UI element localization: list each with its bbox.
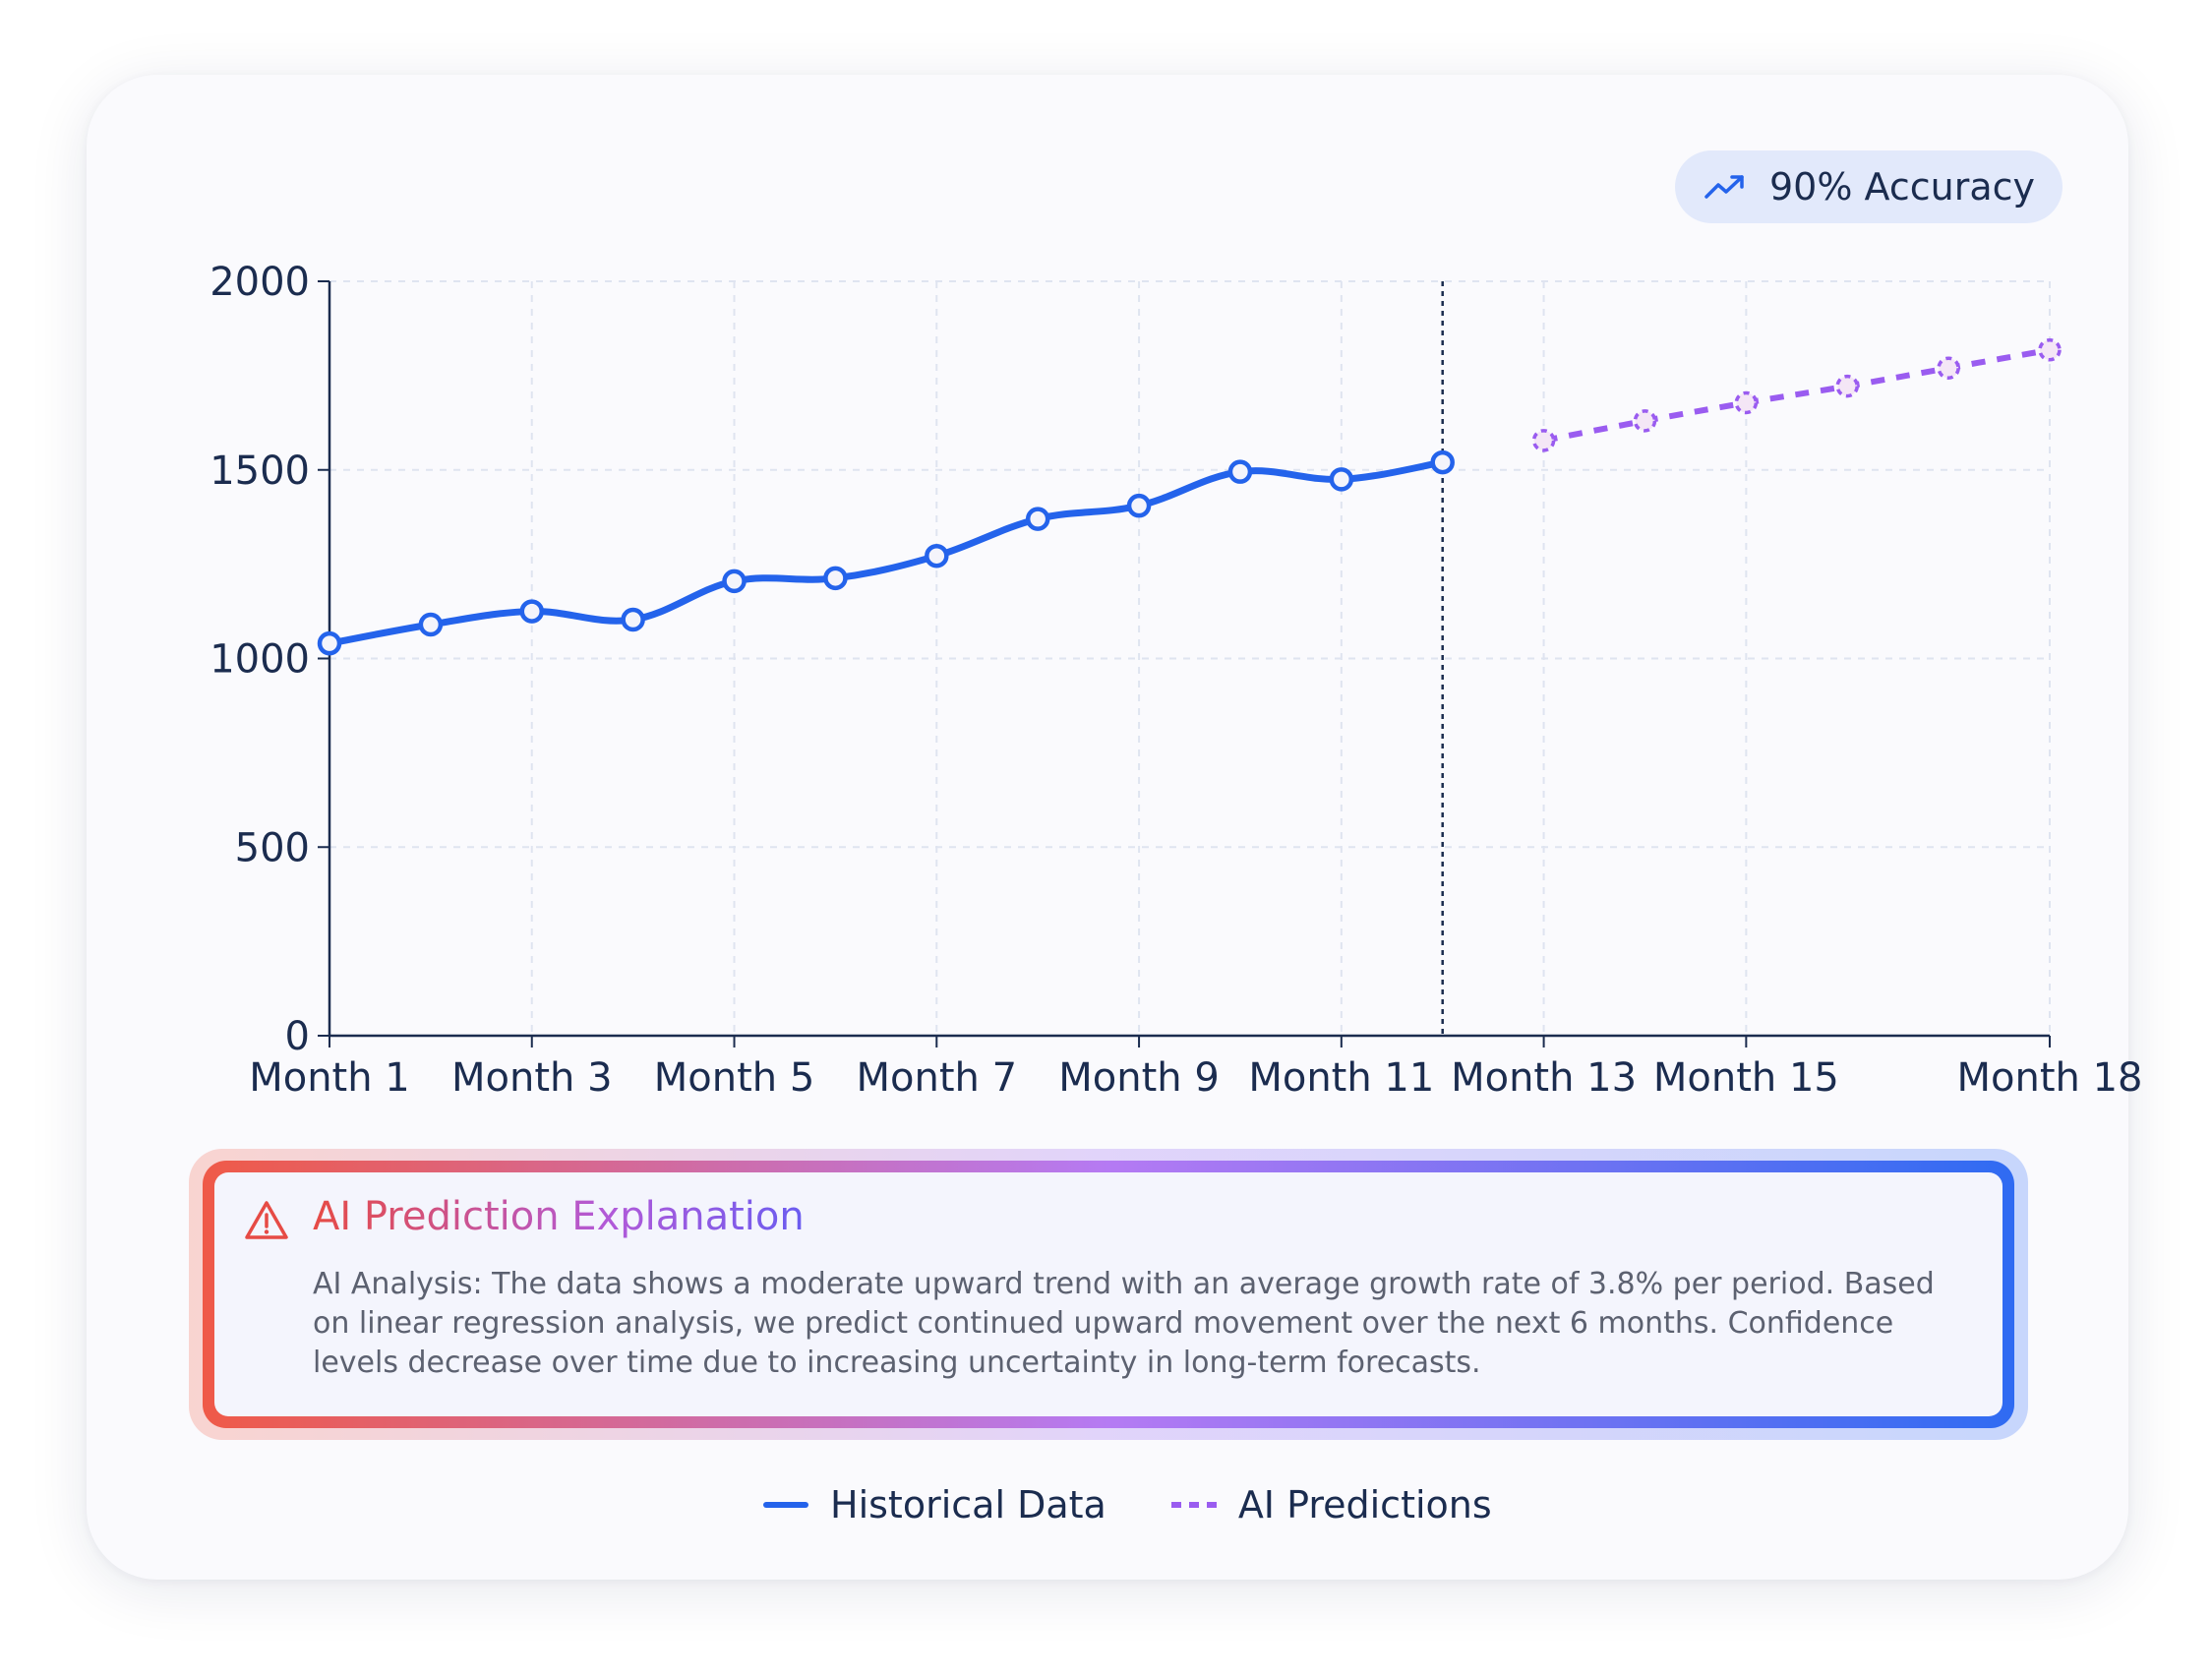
historical-point [621,607,645,632]
legend-item-historical[interactable]: Historical Data [763,1483,1106,1526]
prediction-series-line [1543,346,2051,444]
historical-point [418,612,444,637]
prediction-point [1937,356,1960,380]
x-tick-label: Month 1 [249,1055,410,1101]
historical-point [722,569,747,594]
historical-series-line [326,458,1447,647]
trending-up-icon [1704,173,1748,201]
legend-label-predictions: AI Predictions [1237,1483,1492,1526]
y-tick-label: 0 [285,1014,310,1059]
x-tick-label: Month 3 [451,1055,613,1101]
legend-label-historical: Historical Data [830,1483,1106,1526]
historical-point [925,543,949,569]
y-tick-label: 2000 [209,260,310,305]
x-tick-label: Month 9 [1058,1055,1220,1101]
accuracy-badge: 90% Accuracy [1675,150,2063,223]
chart-legend: Historical Data AI Predictions [763,1475,1492,1534]
historical-point [1430,449,1455,475]
explanation-panel [214,1172,2003,1416]
legend-item-predictions[interactable]: AI Predictions [1170,1483,1492,1526]
prediction-point [2038,338,2062,362]
forecast-line-chart: 0 500 1000 1500 2000 Month 1 Month 3 Month 5 Mon… [209,260,2143,1101]
explanation-title: AI Prediction Explanation [313,1194,805,1239]
y-tick-label: 500 [235,825,310,870]
historical-point [519,599,545,624]
legend-swatch-historical [763,1502,808,1508]
x-tick-label: Month 7 [857,1055,1018,1101]
explanation-text: AI Analysis: The data shows a moderate u… [313,1267,1935,1380]
x-tick-label: Month 15 [1653,1055,1839,1101]
legend-swatch-predictions [1170,1502,1217,1508]
warning-icon [244,1200,289,1245]
accuracy-label: 90% Accuracy [1769,165,2036,209]
prediction-point [1835,374,1859,398]
x-tick-label: Month 13 [1451,1055,1637,1101]
prediction-point [1633,409,1657,433]
y-tick-label: 1500 [209,449,310,494]
x-tick-label: Month 18 [1957,1055,2143,1101]
historical-point [317,630,342,656]
x-tick-label: Month 11 [1248,1055,1434,1101]
historical-point [1227,459,1253,484]
x-tick-label: Month 5 [654,1055,815,1101]
historical-point [1329,467,1354,492]
historical-point [823,566,848,591]
prediction-point [1531,429,1556,452]
historical-point [1025,507,1050,531]
y-tick-label: 1000 [209,637,310,683]
historical-point [1126,493,1152,518]
prediction-point [1734,390,1759,415]
